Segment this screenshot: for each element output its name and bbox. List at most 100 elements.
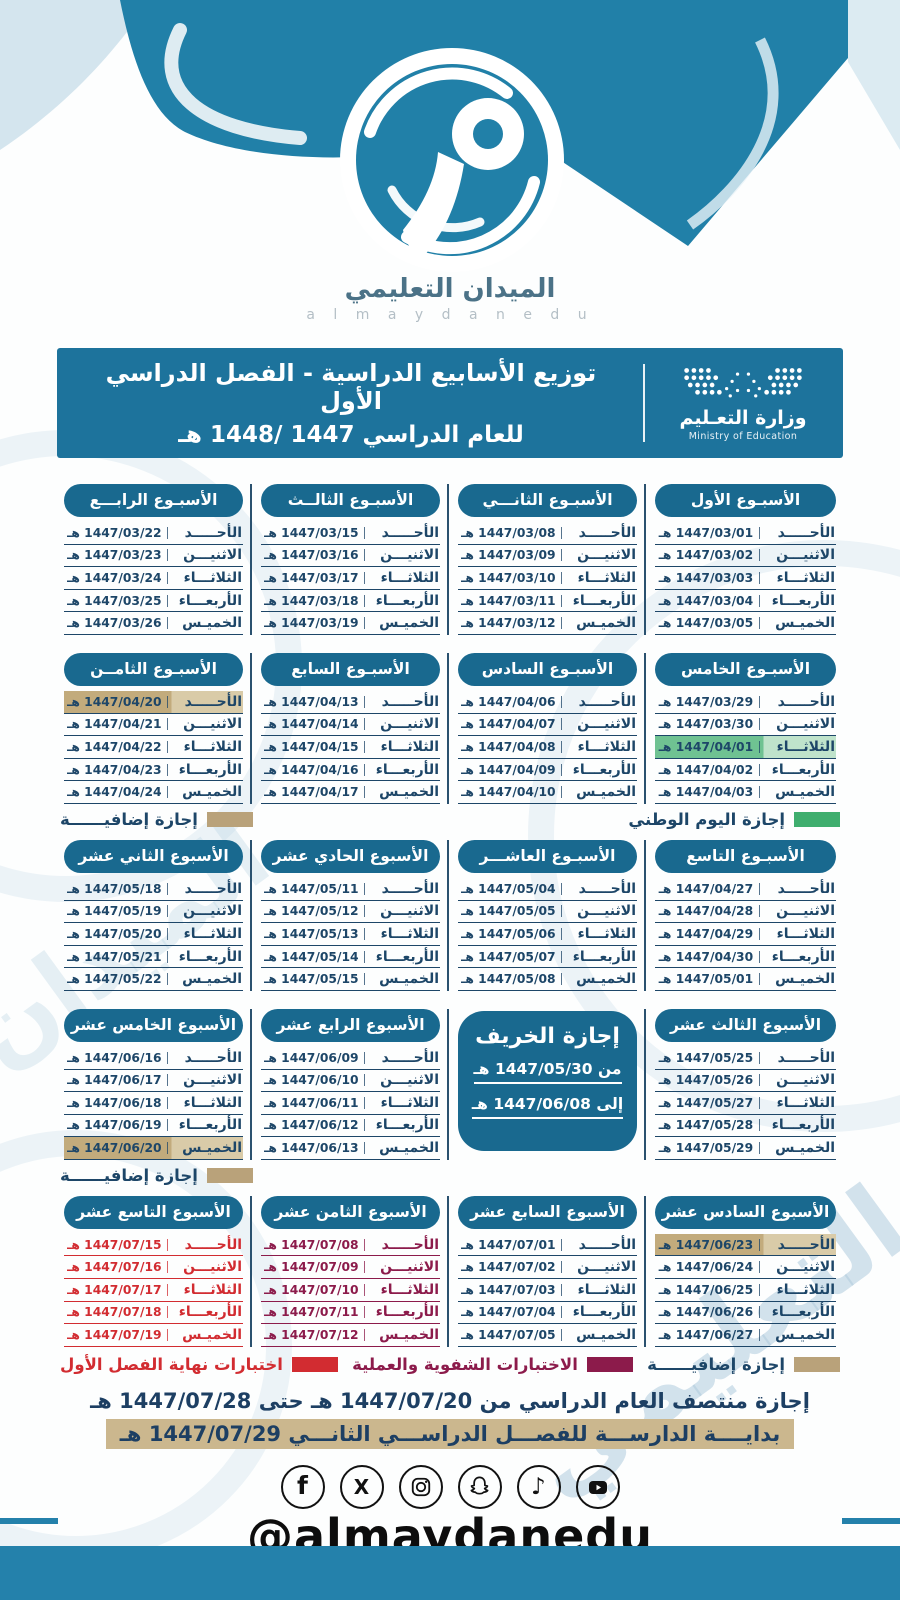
date-value: 1447/05/06 هـ [461,926,556,941]
second-semester-start-note: بدايــــة الدارســـة للفصـــل الدراســـي… [0,1418,900,1449]
date-value: 1447/05/26 هـ [658,1073,754,1088]
day-row: الأربعـــاء 1447/04/09 هـ [458,759,637,782]
day-label: الثلاثـــاء [380,1094,440,1111]
day-label: الأحـــــد [381,880,440,897]
day-label: الثلاثـــاء [380,925,440,942]
day-date-divider [363,695,366,708]
day-row: الاثنيـــن 1447/03/23 هـ [64,545,243,568]
day-date-divider [758,1306,761,1319]
day-row: الأحـــــد 1447/04/20 هـ [64,690,243,714]
instagram-icon[interactable] [398,1464,443,1509]
week-title: الأسبوع الثاني عشر [64,839,243,873]
day-label: الأربعـــاء [375,1117,440,1134]
day-date-divider [166,1142,169,1155]
day-label: الأربعـــاء [178,948,243,965]
national-day-swatch [794,812,840,828]
day-row: الخميـس 1447/05/01 هـ [655,968,836,991]
day-date-divider [758,1238,761,1251]
day-date-divider [166,617,169,630]
day-date-divider [560,718,563,731]
youtube-icon[interactable] [575,1464,620,1509]
day-date-divider [363,718,366,731]
day-date-divider [560,1329,563,1342]
legend-label: إجازة إضافيــــــة [60,810,198,830]
day-row: الثلاثـــاء 1447/04/22 هـ [64,736,243,759]
date-value: 1447/06/26 هـ [658,1305,754,1320]
date-value: 1447/06/20 هـ [67,1141,162,1156]
day-row: الاثنيـــن 1447/07/09 هـ [261,1256,440,1280]
day-label: الخميـس [576,971,636,988]
week-title: الأسبـوع الرابـــع [64,484,243,517]
day-date-divider [166,786,169,799]
day-date-divider [363,1142,366,1155]
week-box-18: الأسبوع الثامن عشر الأحـــــد 1447/07/08 ه… [254,1195,449,1347]
x-icon[interactable]: X [339,1464,384,1509]
week-title: الأسبـوع الثانـــي [458,484,637,517]
day-row: الأربعـــاء 1447/06/26 هـ [655,1302,836,1325]
date-value: 1447/04/17 هـ [264,785,359,800]
date-value: 1447/04/29 هـ [658,926,754,941]
day-row: الاثنيـــن 1447/05/26 هـ [655,1070,836,1093]
day-label: الخميـس [775,784,835,801]
weeks-row-3: الأسبـوع التاسع الأحـــــد 1447/04/27 هـ ال… [57,839,843,991]
week-box-4: الأسبـوع الرابـــع الأحـــــد 1447/03/22 ه… [57,484,252,635]
week-box-13: الأسبوع الثالث عشر الأحـــــد 1447/05/25 ه… [648,1008,843,1160]
week-title: الأسبـوع السادس [458,652,637,686]
day-label: الثلاثـــاء [183,925,243,942]
date-value: 1447/07/04 هـ [461,1305,556,1320]
date-value: 1447/03/26 هـ [67,616,162,631]
bottom-bar [0,1546,900,1600]
day-label: الثلاثـــاء [776,1281,836,1298]
date-value: 1447/03/22 هـ [67,525,162,540]
facebook-icon[interactable]: f [280,1464,325,1509]
day-label: الأحـــــد [578,1236,637,1253]
day-row: الأحـــــد 1447/05/11 هـ [261,878,440,901]
day-date-divider [166,549,169,562]
day-label: الخميـس [379,615,439,632]
header-divider [643,364,645,442]
social-icons: f X ♪ [0,1464,900,1509]
day-row: الخميـس 1447/03/19 هـ [261,612,440,635]
day-label: الأحـــــد [184,524,243,541]
date-value: 1447/03/04 هـ [658,593,754,608]
week-title: الأسبـوع السابع [261,652,440,686]
date-value: 1447/05/19 هـ [67,904,162,919]
date-value: 1447/07/16 هـ [67,1260,162,1275]
day-label: الاثنيـــن [577,903,636,920]
date-value: 1447/04/09 هـ [461,762,556,777]
day-date-divider [560,1261,563,1274]
oral-practical-exams-swatch [586,1357,633,1373]
week-box-8: الأسبـوع الثامــن الأحـــــد 1447/04/20 هـ… [57,652,252,804]
day-date-divider [166,1329,169,1342]
ministry-of-education-logo: وزارة التعـليم Ministry of Education [659,365,827,442]
day-row: الخميـس 1447/04/10 هـ [458,781,637,804]
day-date-divider [560,571,563,584]
day-label: الاثنيـــن [776,547,835,564]
day-label: الأربعـــاء [572,761,637,778]
date-value: 1447/07/02 هـ [461,1260,556,1275]
day-date-divider [363,526,366,539]
day-date-divider [363,882,366,895]
weeks-row-4: الأسبوع الثالث عشر الأحـــــد 1447/05/25 ه… [57,1008,843,1160]
date-value: 1447/04/22 هـ [67,739,162,754]
date-value: 1447/06/24 هـ [658,1260,754,1275]
date-value: 1447/06/23 هـ [658,1237,754,1252]
day-date-divider [758,549,761,562]
day-row: الأربعـــاء 1447/05/14 هـ [261,946,440,969]
week-title: الأسبـوع الثالــث [261,484,440,517]
day-date-divider [166,927,169,940]
day-label: الأربعـــاء [771,948,836,965]
facebook-glyph: f [297,1470,308,1500]
day-row: الأربعـــاء 1447/06/19 هـ [64,1115,243,1138]
day-label: الأربعـــاء [771,761,836,778]
week-title: الأسبـوع الخامس [655,652,836,686]
day-label: الثلاثـــاء [183,1281,243,1298]
week-title: الأسبوع السابع عشر [458,1195,637,1229]
day-label: الأربعـــاء [771,1117,836,1134]
day-date-divider [758,1074,761,1087]
tiktok-icon[interactable]: ♪ [516,1464,561,1509]
week-title: الأسبوع التاسع عشر [64,1195,243,1229]
snapchat-icon[interactable] [457,1464,502,1509]
week-box-19: الأسبوع التاسع عشر الأحـــــد 1447/07/15 ه… [57,1195,252,1347]
day-row: الأربعـــاء 1447/07/18 هـ [64,1302,243,1325]
